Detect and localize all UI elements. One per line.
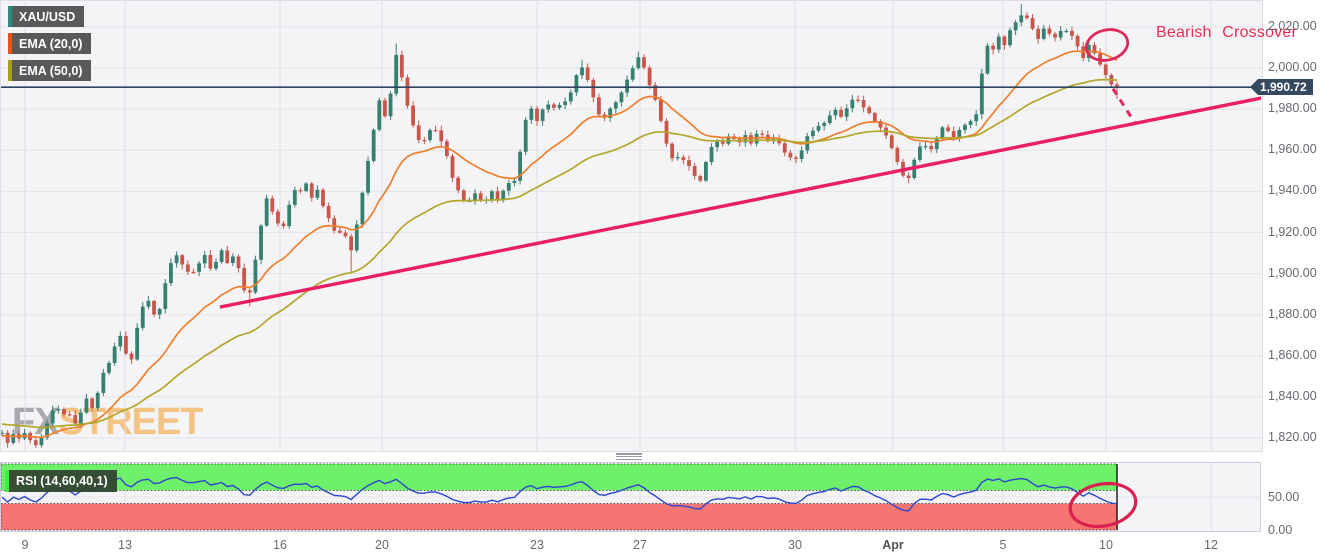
symbol-color-chip-icon (8, 6, 12, 27)
rsi-color-chip-icon (5, 470, 9, 492)
last-price-value: 1,990.72 (1258, 79, 1313, 95)
rsi-legend[interactable]: RSI (14,60,40,1) (5, 470, 117, 492)
ema50-color-chip-icon (8, 60, 12, 81)
ema20-color-chip-icon (8, 33, 12, 54)
badge-arrow-icon (1250, 79, 1258, 95)
symbol-legend[interactable]: XAU/USD (8, 6, 85, 27)
last-price-badge: 1,990.72 (1250, 79, 1313, 95)
ema20-legend-label: EMA (20,0) (19, 36, 83, 51)
ema20-legend[interactable]: EMA (20,0) (8, 33, 92, 54)
symbol-legend-label: XAU/USD (19, 9, 76, 24)
rsi-legend-label: RSI (14,60,40,1) (16, 474, 108, 488)
ema50-legend[interactable]: EMA (50,0) (8, 60, 92, 81)
pane-resize-handle[interactable] (616, 452, 642, 461)
bearish-crossover-annotation: Bearish Crossover (1156, 24, 1298, 41)
ema50-legend-label: EMA (50,0) (19, 63, 83, 78)
